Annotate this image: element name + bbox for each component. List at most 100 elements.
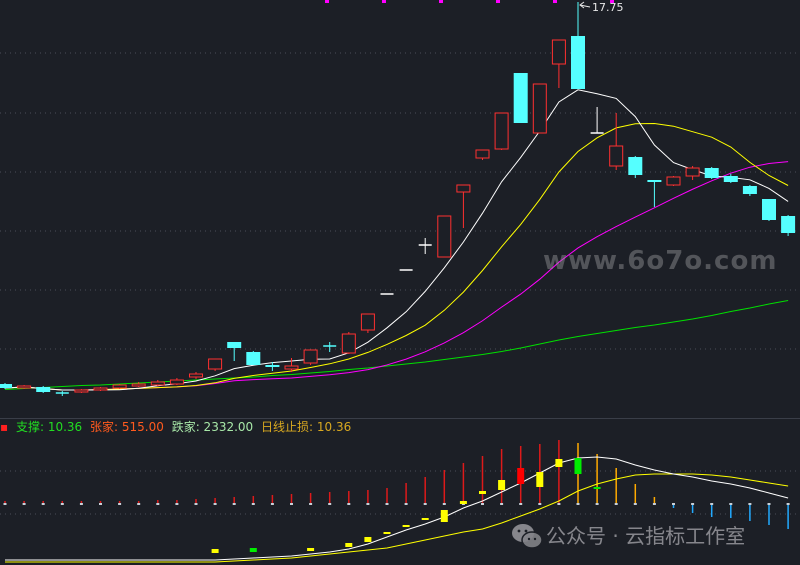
- indicator-box: [574, 458, 582, 474]
- indicator-base-dot: [22, 503, 26, 505]
- ma-long-line: [4, 300, 789, 390]
- indicator-base-dot: [3, 503, 7, 505]
- indicator-base-dot: [538, 503, 542, 505]
- candle-body: [475, 149, 490, 159]
- indicator-base-dot: [137, 503, 141, 505]
- legend-support: 支撑: 10.36: [15, 420, 83, 434]
- indicator-base-dot: [79, 503, 83, 505]
- candle-body: [666, 176, 681, 186]
- indicator-base-dot: [614, 503, 618, 505]
- top-marker: [382, 0, 386, 3]
- indicator-base-dot: [767, 503, 771, 505]
- ma5-line: [4, 89, 789, 391]
- legend-marker: ▪: [0, 420, 9, 434]
- indicator-box: [307, 548, 315, 551]
- candle-body: [189, 373, 203, 378]
- candle-body: [131, 383, 146, 387]
- candle-body: [169, 379, 184, 385]
- indicator-base-dot: [557, 503, 561, 505]
- indicator-base-dot: [633, 503, 637, 505]
- indicator-base-dot: [270, 503, 274, 505]
- indicator-base-dot: [232, 503, 236, 505]
- indicator-box: [440, 510, 448, 522]
- indicator-box: [479, 491, 486, 494]
- wechat-icon: [512, 524, 543, 549]
- candle-body: [36, 387, 51, 392]
- peak-price-label: 17.75: [592, 1, 624, 14]
- candle-body: [360, 313, 375, 331]
- candle-body: [17, 385, 32, 389]
- legend-down-count: 跌家: 2332.00: [171, 420, 254, 434]
- top-marker: [553, 0, 557, 3]
- indicator-base-dot: [576, 503, 580, 505]
- indicator-box: [402, 525, 410, 527]
- indicator-base-dot: [691, 503, 695, 505]
- indicator-box: [345, 543, 353, 547]
- candle-body: [494, 112, 509, 150]
- indicator-base-dot: [710, 503, 714, 505]
- candle-body: [762, 199, 776, 220]
- indicator-box: [517, 468, 525, 484]
- legend-stop-loss: 日线止损: 10.36: [261, 420, 352, 434]
- candle-body: [227, 342, 242, 348]
- candle-body: [609, 145, 624, 167]
- top-marker: [496, 0, 500, 3]
- indicator-base-dot: [652, 503, 656, 505]
- candle-body: [742, 186, 757, 194]
- indicator-base-dot: [423, 503, 427, 505]
- indicator-base-dot: [175, 503, 179, 505]
- indicator-base-dot: [194, 503, 198, 505]
- indicator-yellow-line: [5, 473, 789, 563]
- indicator-base-dot: [729, 503, 733, 505]
- indicator-base-dot: [213, 503, 217, 505]
- site-watermark: www.6o7o.com: [543, 246, 778, 276]
- indicator-box: [593, 487, 601, 489]
- indicator-base-dot: [251, 503, 255, 505]
- candle-body: [265, 365, 280, 367]
- candle-body: [437, 215, 452, 258]
- indicator-base-dot: [748, 503, 752, 505]
- candle-body: [112, 384, 127, 389]
- candle-body: [513, 73, 528, 123]
- candle-body: [647, 180, 662, 182]
- indicator-base-dot: [41, 503, 45, 505]
- candle-body: [551, 39, 566, 65]
- candle-body: [571, 36, 585, 89]
- indicator-box: [555, 459, 563, 467]
- candle-body: [150, 381, 165, 386]
- indicator-box: [364, 537, 372, 542]
- candle-body: [93, 387, 108, 391]
- top-marker: [610, 0, 614, 3]
- candle-body: [284, 365, 299, 370]
- candle-body: [456, 184, 471, 193]
- indicator-base-dot: [595, 503, 599, 505]
- indicator-base-dot: [118, 503, 122, 505]
- indicator-box: [459, 501, 467, 504]
- indicator-base-dot: [366, 503, 370, 505]
- top-marker: [439, 0, 443, 3]
- indicator-box: [383, 532, 391, 534]
- candle-body: [781, 216, 796, 233]
- legend-up-count: 张家: 515.00: [90, 420, 164, 434]
- indicator-base-dot: [442, 503, 446, 505]
- candle-body: [704, 168, 719, 178]
- indicator-base-dot: [500, 503, 504, 505]
- indicator-base-dot: [519, 503, 523, 505]
- candle-body: [532, 83, 547, 134]
- candle-body: [723, 176, 738, 182]
- indicator-base-dot: [290, 503, 293, 505]
- indicator-base-dot: [672, 503, 675, 505]
- candle-body: [628, 157, 643, 175]
- indicator-base-dot: [309, 503, 313, 505]
- candle-body: [0, 384, 12, 388]
- candle-body: [208, 358, 223, 370]
- indicator-legend: ▪ 支撑: 10.36 张家: 515.00 跌家: 2332.00 日线止损:…: [0, 418, 355, 436]
- indicator-base-dot: [60, 503, 64, 505]
- indicator-base-dot: [99, 503, 102, 505]
- indicator-base-dot: [156, 503, 160, 505]
- indicator-base-dot: [481, 503, 484, 505]
- indicator-white-line: [5, 456, 789, 561]
- candle-body: [303, 349, 318, 364]
